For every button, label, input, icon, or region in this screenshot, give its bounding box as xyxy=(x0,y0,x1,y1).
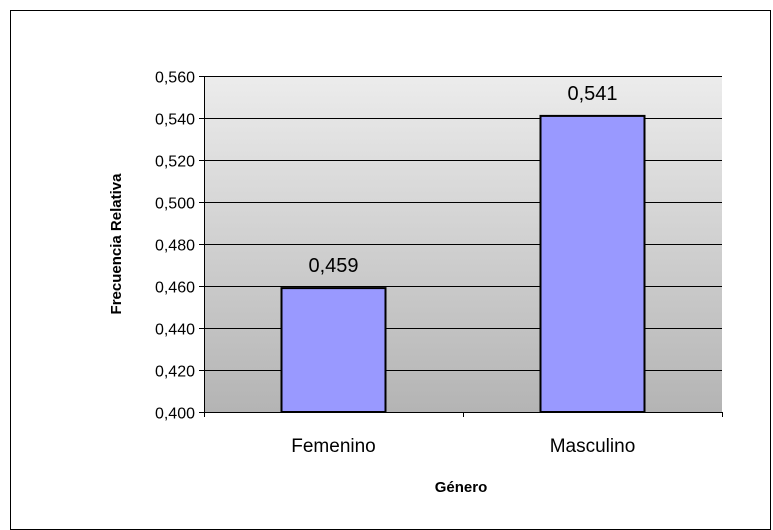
y-tick-label: 0,520 xyxy=(155,154,195,171)
bars xyxy=(280,114,646,414)
y-tick-label: 0,400 xyxy=(155,406,195,423)
bar-data-label: 0,541 xyxy=(567,83,617,105)
bar xyxy=(280,287,387,414)
y-tick-label: 0,540 xyxy=(155,112,195,129)
y-tick-label: 0,460 xyxy=(155,280,195,297)
y-tick-label: 0,560 xyxy=(155,70,195,87)
y-axis-title: Frecuencia Relativa xyxy=(108,173,125,315)
y-tick-label: 0,500 xyxy=(155,196,195,213)
bar xyxy=(539,114,646,414)
y-tick-label: 0,440 xyxy=(155,322,195,339)
bar-chart: 0,400 0,420 0,440 0,460 0,480 0,500 0,520 0,540… xyxy=(108,70,723,496)
labels: 0,400 0,420 0,440 0,460 0,480 0,500 0,520 0,540… xyxy=(155,70,635,458)
axes xyxy=(199,76,723,417)
y-tick-label: 0,480 xyxy=(155,238,195,255)
bar-data-label: 0,459 xyxy=(308,255,358,277)
x-category-label: Femenino xyxy=(291,436,376,457)
x-axis-title: Género xyxy=(435,479,488,496)
x-category-label: Masculino xyxy=(550,436,636,457)
y-tick-label: 0,420 xyxy=(155,364,195,381)
